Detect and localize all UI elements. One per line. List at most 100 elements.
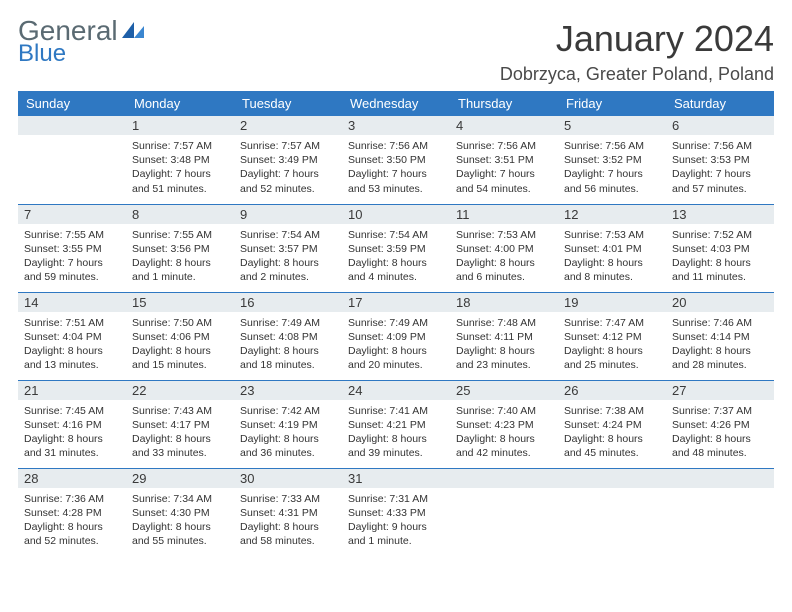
day-header: Sunday (18, 91, 126, 116)
day-info: Sunrise: 7:45 AMSunset: 4:16 PMDaylight:… (18, 400, 126, 467)
day-number: 9 (234, 205, 342, 224)
calendar-cell: 13Sunrise: 7:52 AMSunset: 4:03 PMDayligh… (666, 204, 774, 292)
calendar-cell: 3Sunrise: 7:56 AMSunset: 3:50 PMDaylight… (342, 116, 450, 204)
logo-blue: Blue (18, 43, 118, 66)
calendar-cell: 30Sunrise: 7:33 AMSunset: 4:31 PMDayligh… (234, 468, 342, 556)
day-number: 19 (558, 293, 666, 312)
day-info: Sunrise: 7:53 AMSunset: 4:00 PMDaylight:… (450, 224, 558, 291)
calendar-cell (18, 116, 126, 204)
calendar-cell: 18Sunrise: 7:48 AMSunset: 4:11 PMDayligh… (450, 292, 558, 380)
sunrise: Sunrise: 7:33 AM (240, 492, 336, 506)
day-number: 21 (18, 381, 126, 400)
calendar-cell: 2Sunrise: 7:57 AMSunset: 3:49 PMDaylight… (234, 116, 342, 204)
sunrise: Sunrise: 7:34 AM (132, 492, 228, 506)
sunrise: Sunrise: 7:48 AM (456, 316, 552, 330)
sunrise: Sunrise: 7:56 AM (456, 139, 552, 153)
calendar-cell: 24Sunrise: 7:41 AMSunset: 4:21 PMDayligh… (342, 380, 450, 468)
sunrise: Sunrise: 7:53 AM (456, 228, 552, 242)
day-number-empty (18, 116, 126, 135)
day-info: Sunrise: 7:52 AMSunset: 4:03 PMDaylight:… (666, 224, 774, 291)
sunset: Sunset: 4:01 PM (564, 242, 660, 256)
day-number: 11 (450, 205, 558, 224)
sunset: Sunset: 4:19 PM (240, 418, 336, 432)
page-title: January 2024 (500, 18, 774, 60)
sunrise: Sunrise: 7:47 AM (564, 316, 660, 330)
day-number: 29 (126, 469, 234, 488)
day-info: Sunrise: 7:33 AMSunset: 4:31 PMDaylight:… (234, 488, 342, 555)
daylight: Daylight: 7 hours and 56 minutes. (564, 167, 660, 195)
sunrise: Sunrise: 7:37 AM (672, 404, 768, 418)
sunrise: Sunrise: 7:57 AM (132, 139, 228, 153)
day-info: Sunrise: 7:56 AMSunset: 3:53 PMDaylight:… (666, 135, 774, 202)
sunrise: Sunrise: 7:46 AM (672, 316, 768, 330)
sunrise: Sunrise: 7:41 AM (348, 404, 444, 418)
sunset: Sunset: 4:33 PM (348, 506, 444, 520)
daylight: Daylight: 8 hours and 55 minutes. (132, 520, 228, 548)
sunrise: Sunrise: 7:51 AM (24, 316, 120, 330)
sunrise: Sunrise: 7:56 AM (564, 139, 660, 153)
day-info: Sunrise: 7:38 AMSunset: 4:24 PMDaylight:… (558, 400, 666, 467)
sunrise: Sunrise: 7:54 AM (348, 228, 444, 242)
calendar-cell: 31Sunrise: 7:31 AMSunset: 4:33 PMDayligh… (342, 468, 450, 556)
day-number: 20 (666, 293, 774, 312)
sunset: Sunset: 3:51 PM (456, 153, 552, 167)
day-info: Sunrise: 7:47 AMSunset: 4:12 PMDaylight:… (558, 312, 666, 379)
sunset: Sunset: 4:00 PM (456, 242, 552, 256)
sunset: Sunset: 3:50 PM (348, 153, 444, 167)
calendar-cell: 28Sunrise: 7:36 AMSunset: 4:28 PMDayligh… (18, 468, 126, 556)
sunset: Sunset: 4:09 PM (348, 330, 444, 344)
sunset: Sunset: 4:26 PM (672, 418, 768, 432)
header: General Blue January 2024 Dobrzyca, Grea… (18, 18, 774, 85)
day-info: Sunrise: 7:36 AMSunset: 4:28 PMDaylight:… (18, 488, 126, 555)
sunrise: Sunrise: 7:54 AM (240, 228, 336, 242)
sunrise: Sunrise: 7:40 AM (456, 404, 552, 418)
daylight: Daylight: 8 hours and 36 minutes. (240, 432, 336, 460)
calendar-cell: 29Sunrise: 7:34 AMSunset: 4:30 PMDayligh… (126, 468, 234, 556)
calendar-cell: 14Sunrise: 7:51 AMSunset: 4:04 PMDayligh… (18, 292, 126, 380)
sunset: Sunset: 4:12 PM (564, 330, 660, 344)
sunrise: Sunrise: 7:50 AM (132, 316, 228, 330)
day-info: Sunrise: 7:56 AMSunset: 3:50 PMDaylight:… (342, 135, 450, 202)
calendar-week: 14Sunrise: 7:51 AMSunset: 4:04 PMDayligh… (18, 292, 774, 380)
daylight: Daylight: 8 hours and 42 minutes. (456, 432, 552, 460)
sunset: Sunset: 4:14 PM (672, 330, 768, 344)
day-number: 3 (342, 116, 450, 135)
calendar-week: 21Sunrise: 7:45 AMSunset: 4:16 PMDayligh… (18, 380, 774, 468)
sunrise: Sunrise: 7:38 AM (564, 404, 660, 418)
calendar-cell: 17Sunrise: 7:49 AMSunset: 4:09 PMDayligh… (342, 292, 450, 380)
sunrise: Sunrise: 7:55 AM (24, 228, 120, 242)
day-info: Sunrise: 7:54 AMSunset: 3:57 PMDaylight:… (234, 224, 342, 291)
logo-mark-icon (120, 18, 146, 44)
calendar-cell: 21Sunrise: 7:45 AMSunset: 4:16 PMDayligh… (18, 380, 126, 468)
sunset: Sunset: 4:16 PM (24, 418, 120, 432)
daylight: Daylight: 8 hours and 25 minutes. (564, 344, 660, 372)
day-info: Sunrise: 7:50 AMSunset: 4:06 PMDaylight:… (126, 312, 234, 379)
daylight: Daylight: 8 hours and 39 minutes. (348, 432, 444, 460)
day-number: 28 (18, 469, 126, 488)
day-info: Sunrise: 7:43 AMSunset: 4:17 PMDaylight:… (126, 400, 234, 467)
daylight: Daylight: 9 hours and 1 minute. (348, 520, 444, 548)
sunset: Sunset: 4:31 PM (240, 506, 336, 520)
calendar-cell: 4Sunrise: 7:56 AMSunset: 3:51 PMDaylight… (450, 116, 558, 204)
sunrise: Sunrise: 7:31 AM (348, 492, 444, 506)
title-block: January 2024 Dobrzyca, Greater Poland, P… (500, 18, 774, 85)
daylight: Daylight: 8 hours and 28 minutes. (672, 344, 768, 372)
daylight: Daylight: 8 hours and 2 minutes. (240, 256, 336, 284)
daylight: Daylight: 8 hours and 8 minutes. (564, 256, 660, 284)
calendar-cell: 1Sunrise: 7:57 AMSunset: 3:48 PMDaylight… (126, 116, 234, 204)
calendar-cell: 23Sunrise: 7:42 AMSunset: 4:19 PMDayligh… (234, 380, 342, 468)
daylight: Daylight: 8 hours and 31 minutes. (24, 432, 120, 460)
sunset: Sunset: 4:03 PM (672, 242, 768, 256)
calendar-table: Sunday Monday Tuesday Wednesday Thursday… (18, 91, 774, 556)
daylight: Daylight: 8 hours and 23 minutes. (456, 344, 552, 372)
calendar-cell: 16Sunrise: 7:49 AMSunset: 4:08 PMDayligh… (234, 292, 342, 380)
daylight: Daylight: 8 hours and 4 minutes. (348, 256, 444, 284)
day-info: Sunrise: 7:48 AMSunset: 4:11 PMDaylight:… (450, 312, 558, 379)
calendar-cell: 15Sunrise: 7:50 AMSunset: 4:06 PMDayligh… (126, 292, 234, 380)
day-number-empty (450, 469, 558, 488)
day-number: 8 (126, 205, 234, 224)
calendar-cell: 12Sunrise: 7:53 AMSunset: 4:01 PMDayligh… (558, 204, 666, 292)
sunrise: Sunrise: 7:52 AM (672, 228, 768, 242)
calendar-cell: 26Sunrise: 7:38 AMSunset: 4:24 PMDayligh… (558, 380, 666, 468)
logo-text: General Blue (18, 18, 118, 65)
